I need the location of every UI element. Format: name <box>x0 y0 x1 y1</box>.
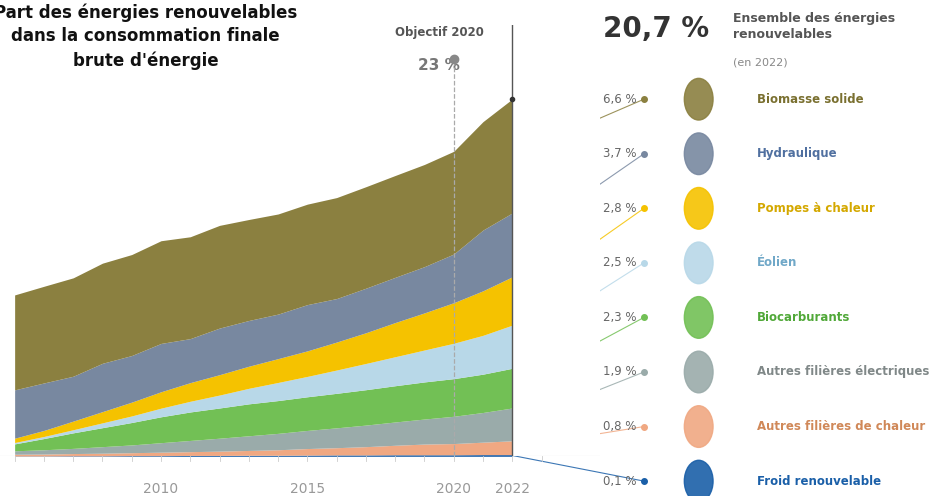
Text: Pompes à chaleur: Pompes à chaleur <box>756 202 874 215</box>
Circle shape <box>683 133 713 175</box>
Text: 2010: 2010 <box>143 482 178 496</box>
Circle shape <box>683 297 713 338</box>
Circle shape <box>683 460 713 496</box>
Text: Autres filières électriques: Autres filières électriques <box>756 366 928 378</box>
Text: 1,9 %: 1,9 % <box>602 366 636 378</box>
Text: 2020: 2020 <box>436 482 471 496</box>
Text: Froid renouvelable: Froid renouvelable <box>756 475 880 488</box>
Circle shape <box>683 242 713 284</box>
Text: Hydraulique: Hydraulique <box>756 147 836 160</box>
Text: 0,8 %: 0,8 % <box>602 420 635 433</box>
Text: 23 %: 23 % <box>417 58 460 72</box>
Text: Éolien: Éolien <box>756 256 797 269</box>
Circle shape <box>683 406 713 447</box>
Text: Ensemble des énergies
renouvelables: Ensemble des énergies renouvelables <box>733 12 894 41</box>
Text: Biocarburants: Biocarburants <box>756 311 850 324</box>
Circle shape <box>683 187 713 229</box>
Text: Biomasse solide: Biomasse solide <box>756 93 863 106</box>
Text: Objectif 2020: Objectif 2020 <box>395 26 483 39</box>
Circle shape <box>683 351 713 393</box>
Text: 20,7 %: 20,7 % <box>602 15 708 43</box>
Text: Part des énergies renouvelables
dans la consommation finale
brute d'énergie: Part des énergies renouvelables dans la … <box>0 3 297 69</box>
Text: (en 2022): (en 2022) <box>733 57 786 67</box>
Text: 6,6 %: 6,6 % <box>602 93 636 106</box>
Text: 2,8 %: 2,8 % <box>602 202 635 215</box>
Text: 2,3 %: 2,3 % <box>602 311 635 324</box>
Text: 2015: 2015 <box>290 482 325 496</box>
Text: 3,7 %: 3,7 % <box>602 147 635 160</box>
Text: 2022: 2022 <box>495 482 530 496</box>
Text: Autres filières de chaleur: Autres filières de chaleur <box>756 420 924 433</box>
Circle shape <box>683 78 713 120</box>
Text: 2,5 %: 2,5 % <box>602 256 635 269</box>
Text: 0,1 %: 0,1 % <box>602 475 635 488</box>
